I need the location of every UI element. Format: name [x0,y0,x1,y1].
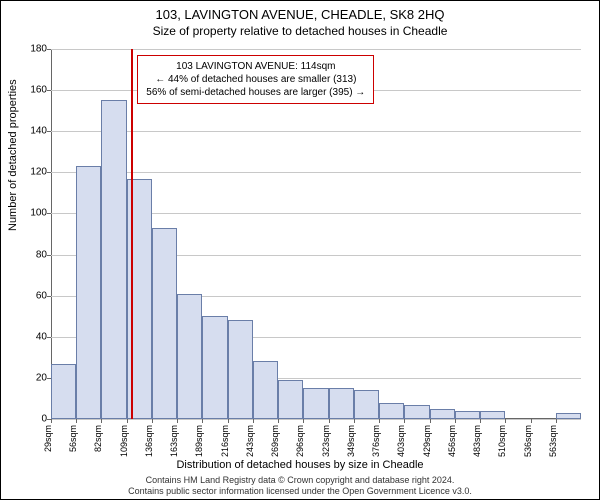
x-tick-mark [127,419,128,423]
footer-line1: Contains HM Land Registry data © Crown c… [1,475,599,486]
histogram-bar [177,294,202,419]
histogram-bar [253,361,278,419]
x-tick-mark [354,419,355,423]
x-tick-label: 82sqm [93,425,103,452]
y-tick-label: 0 [41,414,51,425]
x-tick-label: 269sqm [270,425,280,457]
x-tick-mark [202,419,203,423]
x-tick-mark [505,419,506,423]
x-tick-mark [329,419,330,423]
x-tick-label: 189sqm [194,425,204,457]
y-tick-label: 80 [36,249,51,260]
histogram-bar [556,413,581,419]
x-tick-label: 403sqm [396,425,406,457]
chart-container: 103, LAVINGTON AVENUE, CHEADLE, SK8 2HQ … [0,0,600,500]
x-tick-mark [556,419,557,423]
x-axis-label: Distribution of detached houses by size … [1,459,599,471]
histogram-bar [354,390,379,419]
histogram-bar [480,411,505,419]
x-tick-mark [228,419,229,423]
histogram-bar [152,228,177,419]
annotation-line2: ← 44% of detached houses are smaller (31… [146,73,365,86]
x-tick-mark [455,419,456,423]
x-tick-mark [51,419,52,423]
histogram-bar [303,388,328,419]
y-tick-label: 100 [30,208,51,219]
x-tick-mark [101,419,102,423]
x-tick-label: 243sqm [245,425,255,457]
histogram-bar [202,316,227,419]
y-tick-label: 60 [36,290,51,301]
histogram-bar [76,166,101,419]
y-tick-label: 180 [30,44,51,55]
x-tick-label: 323sqm [321,425,331,457]
plot-area: 02040608010012014016018029sqm56sqm82sqm1… [51,49,581,419]
annotation-line3: 56% of semi-detached houses are larger (… [146,86,365,99]
x-tick-label: 483sqm [472,425,482,457]
footer-line2: Contains public sector information licen… [1,486,599,497]
x-tick-mark [76,419,77,423]
y-tick-label: 40 [36,331,51,342]
histogram-bar [455,411,480,419]
histogram-bar [278,380,303,419]
x-tick-label: 429sqm [422,425,432,457]
x-tick-label: 456sqm [447,425,457,457]
x-tick-mark [152,419,153,423]
histogram-bar [51,364,76,420]
histogram-bar [101,100,126,419]
y-tick-label: 160 [30,85,51,96]
chart-title: 103, LAVINGTON AVENUE, CHEADLE, SK8 2HQ [1,1,599,22]
property-marker-line [131,49,133,419]
x-tick-mark [253,419,254,423]
x-tick-label: 536sqm [523,425,533,457]
y-tick-label: 20 [36,372,51,383]
histogram-bar [228,320,253,419]
x-tick-label: 349sqm [346,425,356,457]
annotation-line1: 103 LAVINGTON AVENUE: 114sqm [146,60,365,73]
x-tick-label: 296sqm [295,425,305,457]
annotation-box: 103 LAVINGTON AVENUE: 114sqm← 44% of det… [137,55,374,104]
histogram-bar [404,405,429,419]
x-tick-label: 510sqm [497,425,507,457]
x-tick-label: 376sqm [371,425,381,457]
x-tick-mark [531,419,532,423]
x-tick-label: 563sqm [548,425,558,457]
x-tick-mark [404,419,405,423]
x-tick-mark [480,419,481,423]
x-tick-label: 109sqm [119,425,129,457]
y-tick-label: 140 [30,126,51,137]
x-tick-label: 216sqm [220,425,230,457]
x-tick-mark [278,419,279,423]
histogram-bar [329,388,354,419]
x-tick-label: 136sqm [144,425,154,457]
footer-attribution: Contains HM Land Registry data © Crown c… [1,475,599,497]
x-tick-mark [303,419,304,423]
histogram-bar [379,403,404,419]
x-tick-label: 56sqm [68,425,78,452]
x-tick-mark [430,419,431,423]
x-tick-mark [379,419,380,423]
grid-line [51,419,581,420]
x-tick-label: 29sqm [43,425,53,452]
y-axis-label: Number of detached properties [7,79,19,231]
histogram-bar [430,409,455,419]
y-tick-label: 120 [30,167,51,178]
x-tick-label: 163sqm [169,425,179,457]
chart-subtitle: Size of property relative to detached ho… [1,22,599,38]
x-tick-mark [177,419,178,423]
